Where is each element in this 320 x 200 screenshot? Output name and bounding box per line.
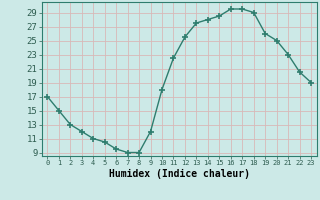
X-axis label: Humidex (Indice chaleur): Humidex (Indice chaleur)	[109, 169, 250, 179]
